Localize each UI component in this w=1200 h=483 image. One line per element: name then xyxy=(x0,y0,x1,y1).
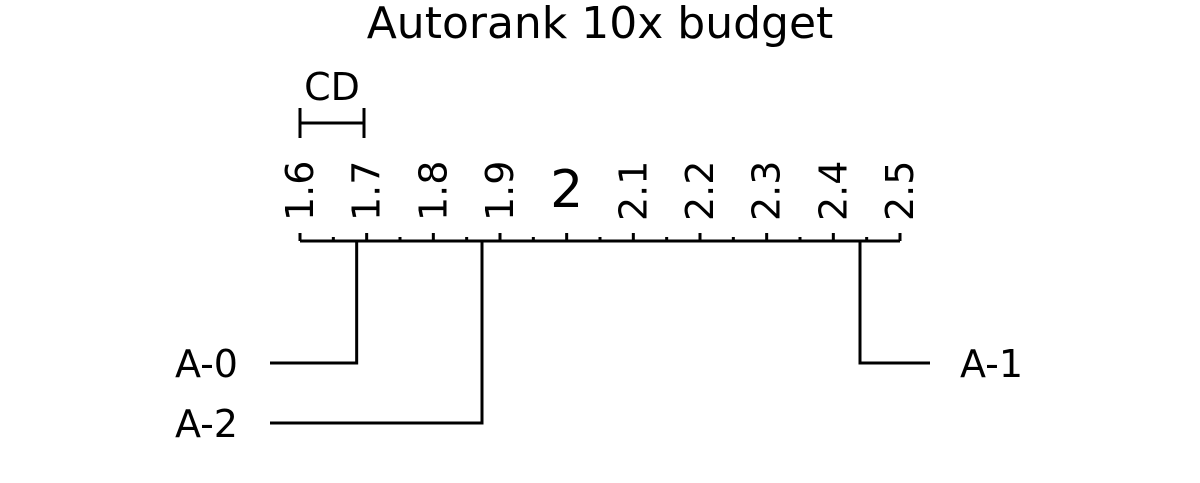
algorithm-connector xyxy=(270,241,359,365)
tick-label: 2 xyxy=(550,160,583,220)
chart-title: Autorank 10x budget xyxy=(367,0,834,49)
algorithm-connector xyxy=(858,241,930,365)
tick-label: 2.2 xyxy=(678,161,722,221)
tick-label: 2.3 xyxy=(745,161,789,221)
algorithm-label: A-0 xyxy=(175,342,238,386)
tick-label: 1.6 xyxy=(278,161,322,221)
algorithm-label: A-2 xyxy=(175,402,238,446)
tick-label: 2.1 xyxy=(611,161,655,221)
tick-label: 1.8 xyxy=(411,161,455,221)
rank-axis: 1.6 1.7 1.8 1.9 2 2.1 2.2 2.3 2.4 2.5 xyxy=(278,160,922,243)
cd-label: CD xyxy=(304,65,360,109)
tick-label: 2.4 xyxy=(811,161,855,221)
algorithm-connector xyxy=(270,241,484,425)
tick-label: 1.7 xyxy=(345,161,389,221)
algorithm-label: A-1 xyxy=(960,342,1023,386)
tick-label: 2.5 xyxy=(878,161,922,221)
critical-difference-indicator: CD xyxy=(298,65,366,138)
algorithm-markers: A-0 A-2 A-1 xyxy=(175,241,1023,446)
tick-label: 1.9 xyxy=(478,161,522,221)
